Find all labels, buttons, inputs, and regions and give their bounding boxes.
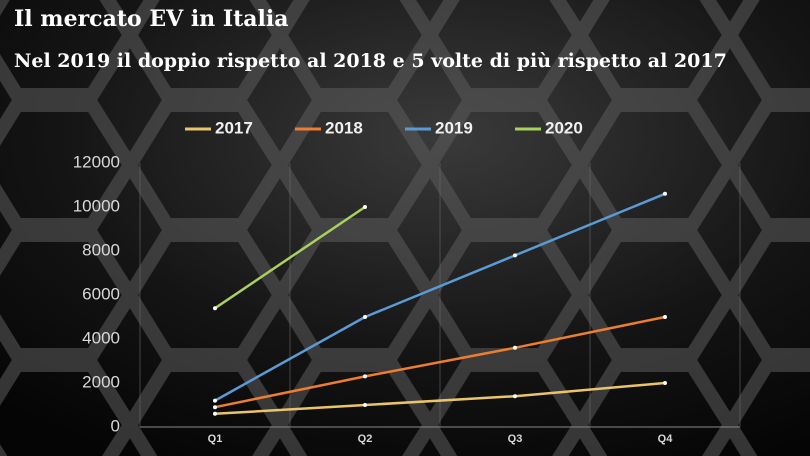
data-point: [363, 205, 367, 209]
x-tick-label: Q1: [208, 433, 223, 445]
data-point: [663, 315, 667, 319]
series-line: [214, 205, 366, 310]
data-point: [213, 398, 217, 403]
x-tick-label: Q3: [508, 433, 523, 445]
data-point: [513, 345, 517, 350]
data-point: [663, 381, 667, 385]
legend-label: 2017: [215, 118, 253, 137]
y-tick-label: 10000: [73, 196, 120, 215]
data-point: [513, 394, 517, 399]
y-tick-label: 0: [111, 416, 120, 435]
series-line: [214, 381, 666, 416]
data-point: [363, 374, 367, 379]
y-tick-label: 4000: [82, 328, 120, 347]
chart-subtitle: Nel 2019 il doppio rispetto al 2018 e 5 …: [14, 50, 727, 72]
series-line: [214, 315, 666, 409]
legend-label: 2018: [325, 118, 363, 137]
series-line: [214, 192, 666, 402]
y-tick-label: 2000: [82, 372, 120, 391]
data-point: [363, 403, 367, 407]
x-tick-label: Q4: [658, 433, 674, 445]
data-point: [213, 405, 217, 410]
data-point: [363, 315, 367, 319]
data-point: [513, 253, 517, 258]
data-point: [663, 191, 667, 196]
y-tick-label: 6000: [82, 284, 120, 303]
legend-label: 2019: [435, 118, 473, 137]
y-tick-label: 12000: [73, 152, 120, 171]
x-tick-label: Q2: [358, 433, 373, 445]
chart-title: Il mercato EV in Italia: [14, 6, 289, 32]
y-tick-label: 8000: [82, 240, 120, 259]
data-point: [213, 306, 217, 311]
legend-label: 2020: [545, 118, 583, 137]
data-point: [213, 411, 217, 416]
